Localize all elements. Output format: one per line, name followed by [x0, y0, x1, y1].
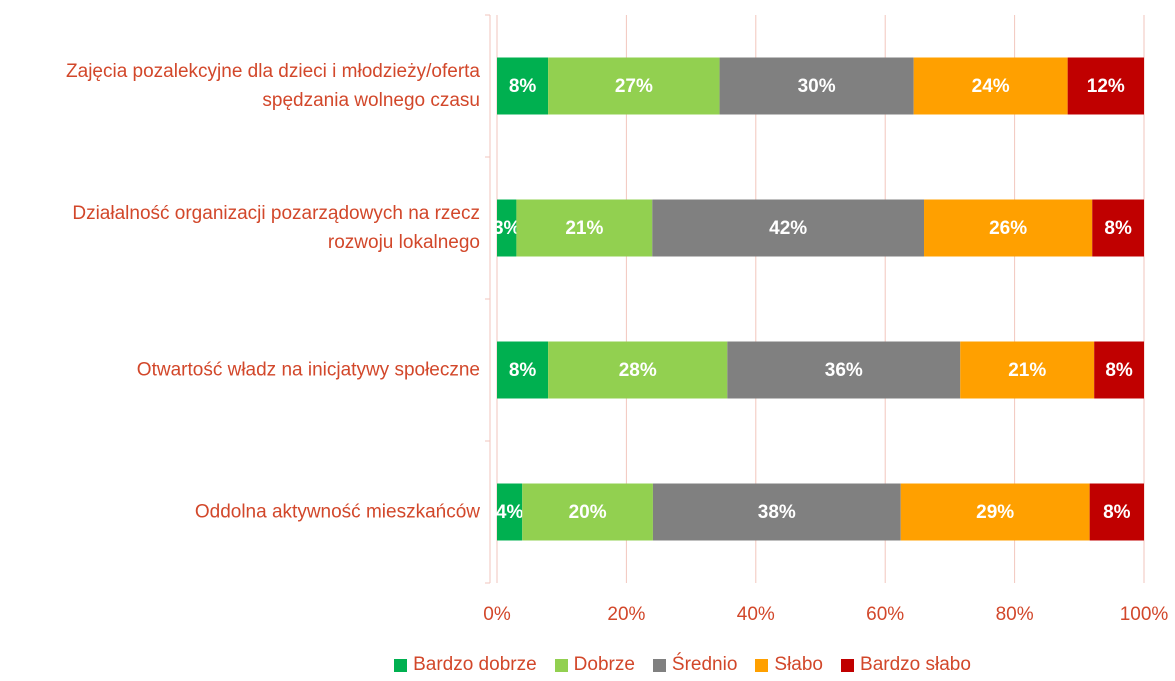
data-label: 8%: [1104, 218, 1132, 239]
legend-swatch: [755, 658, 769, 672]
legend-swatch: [841, 658, 855, 672]
bar-segment: [924, 199, 1093, 257]
data-label: 8%: [1105, 360, 1133, 381]
data-label: 30%: [798, 76, 836, 97]
bar-segment: [497, 483, 523, 541]
bar-segment: [497, 341, 549, 399]
x-tick-label: 40%: [737, 604, 775, 625]
category-label: Otwartość władz na inicjatywy społeczne: [136, 359, 480, 381]
legend: Bardzo dobrze Dobrze Średnio Słabo Bardzo sł…: [0, 654, 1175, 676]
data-label: 8%: [509, 76, 537, 97]
legend-item: Bardzo dobrze: [394, 654, 537, 676]
data-label: 29%: [976, 502, 1014, 523]
data-label: 36%: [825, 360, 863, 381]
legend-label: Dobrze: [573, 654, 635, 675]
x-tick-label: 20%: [607, 604, 645, 625]
data-label: 8%: [509, 360, 537, 381]
legend-swatch: [394, 658, 408, 672]
data-label: 28%: [619, 360, 657, 381]
legend-label: Bardzo słabo: [860, 654, 971, 675]
bar-segment: [1092, 199, 1144, 257]
legend-item: Dobrze: [554, 654, 635, 676]
bar-segment: [900, 483, 1090, 541]
legend-item: Bardzo słabo: [841, 654, 971, 676]
data-label: 8%: [1103, 502, 1131, 523]
bar-segment: [497, 199, 517, 257]
x-tick-label: 60%: [866, 604, 904, 625]
bar-segment: [1089, 483, 1144, 541]
category-label: Działalność organizacji pozarządowych na…: [72, 203, 480, 253]
legend-item: Średnio: [652, 654, 738, 676]
data-label: 3%: [493, 218, 521, 239]
bar-segment: [497, 57, 549, 115]
x-tick-label: 100%: [1120, 604, 1169, 625]
x-tick-label: 0%: [483, 604, 511, 625]
legend-swatch: [652, 658, 666, 672]
data-label: 26%: [989, 218, 1027, 239]
category-label: Oddolna aktywność mieszkańców: [194, 501, 480, 523]
bar-segment: [1094, 341, 1144, 399]
bar-segment: [960, 341, 1095, 399]
bar-segment: [913, 57, 1068, 115]
legend-label: Słabo: [774, 654, 824, 675]
data-label: 20%: [569, 502, 607, 523]
data-label: 4%: [496, 502, 524, 523]
data-label: 38%: [758, 502, 796, 523]
data-label: 27%: [615, 76, 653, 97]
data-label: 21%: [1008, 360, 1046, 381]
bar-segment: [516, 199, 653, 257]
legend-item: Słabo: [755, 654, 823, 676]
data-label: 21%: [565, 218, 603, 239]
bar-segment: [1067, 57, 1144, 115]
bar-segment: [652, 483, 901, 541]
data-label: 24%: [972, 76, 1010, 97]
bar-segment: [548, 341, 728, 399]
bar-segment: [652, 199, 925, 257]
legend-label: Bardzo dobrze: [413, 654, 537, 675]
legend-label: Średnio: [671, 654, 738, 675]
legend-swatch: [554, 658, 568, 672]
x-tick-label: 80%: [996, 604, 1034, 625]
bar-segment: [548, 57, 720, 115]
bar-segment: [522, 483, 653, 541]
category-label: Zajęcia pozalekcyjne dla dzieci i młodzi…: [66, 61, 480, 111]
data-label: 42%: [769, 218, 807, 239]
data-label: 12%: [1087, 76, 1125, 97]
bar-segment: [719, 57, 914, 115]
bar-segment: [727, 341, 961, 399]
